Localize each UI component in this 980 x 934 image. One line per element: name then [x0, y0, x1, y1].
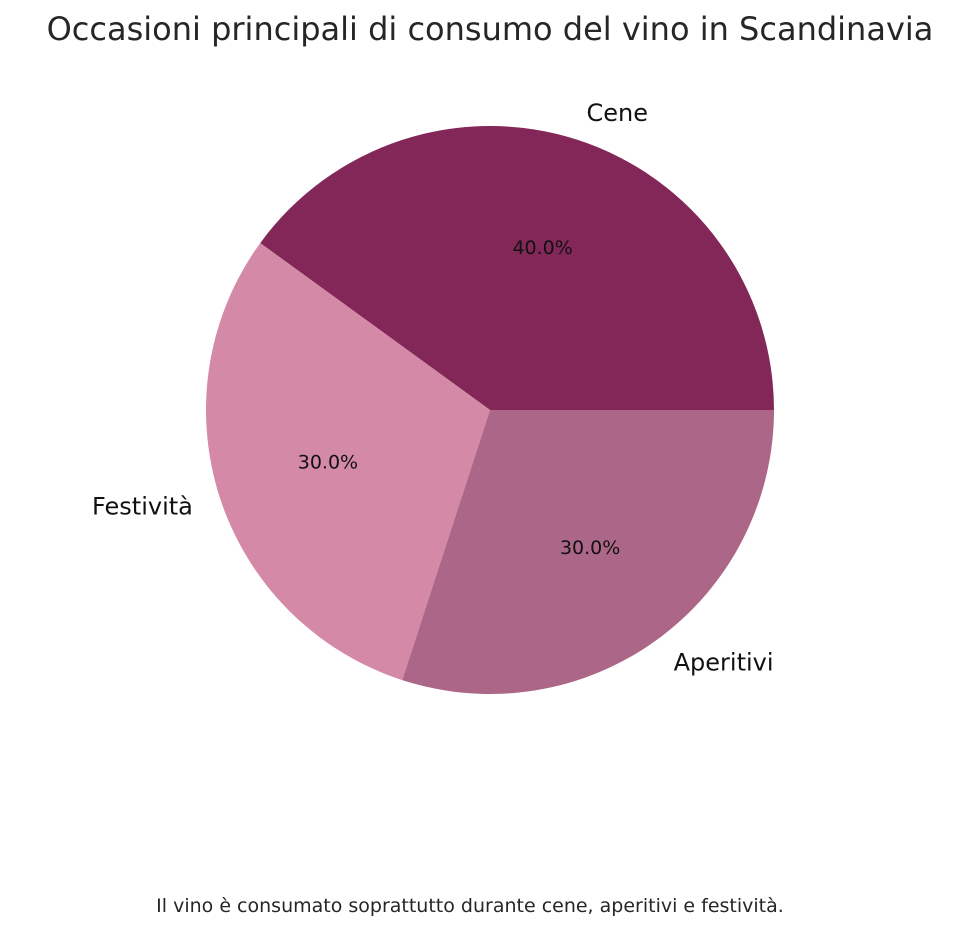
pie-percent-label-0: 40.0% [512, 237, 572, 259]
chart-caption: Il vino è consumato soprattutto durante … [156, 895, 784, 917]
pie-category-label-1: Festività [92, 493, 193, 521]
pie-percent-label-2: 30.0% [560, 537, 620, 559]
pie-percent-label-1: 30.0% [298, 452, 358, 474]
chart-title: Occasioni principali di consumo del vino… [46, 10, 934, 48]
pie-slice-1 [206, 243, 490, 681]
pie-category-labels: Cene Festività Aperitivi [92, 99, 773, 677]
pie-slice-0 [260, 126, 774, 411]
pie-percent-labels: 40.0% 30.0% 30.0% [298, 237, 621, 559]
pie-category-label-2: Aperitivi [674, 649, 774, 677]
pie-category-label-0: Cene [587, 99, 649, 127]
pie-slice-2 [402, 410, 775, 694]
pie-slices [206, 126, 775, 694]
